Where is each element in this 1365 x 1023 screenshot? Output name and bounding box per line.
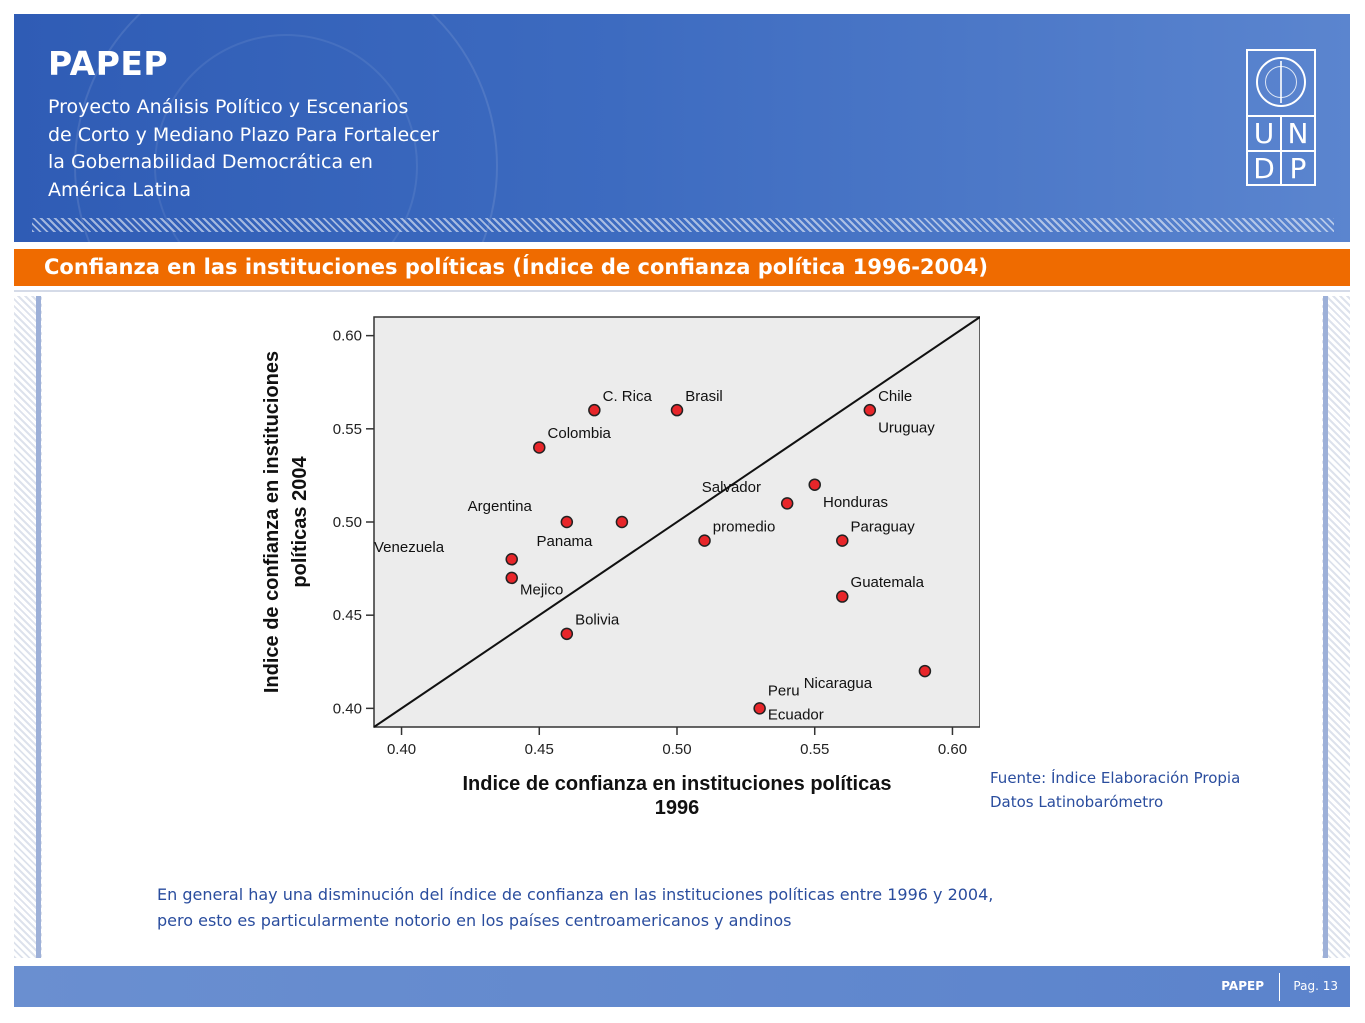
subtitle-line: América Latina — [48, 178, 192, 201]
header-banner: PAPEP Proyecto Análisis Político y Escen… — [14, 14, 1350, 242]
footer-bar: PAPEP Pag. 13 — [14, 966, 1350, 1007]
x-tick-label: 0.40 — [387, 741, 416, 758]
subtitle-line: de Corto y Mediano Plazo Para Fortalecer — [48, 123, 440, 146]
point-label: Nicaragua — [804, 675, 873, 692]
brand-title: PAPEP — [48, 44, 169, 83]
y-tick-label: 0.60 — [333, 328, 362, 345]
subtitle-line: la Gobernabilidad Democrática en — [48, 151, 373, 173]
logo-divider — [1248, 115, 1314, 117]
point-label: Honduras — [823, 494, 888, 511]
undp-logo: U N D P — [1246, 49, 1316, 186]
data-point — [836, 590, 849, 603]
logo-divider — [1280, 117, 1282, 184]
un-globe-icon — [1256, 57, 1306, 107]
data-point — [560, 515, 574, 529]
left-edge-bar — [36, 296, 41, 958]
page-number: Pag. 13 — [1293, 979, 1338, 993]
data-point — [753, 702, 766, 715]
slide-title: Confianza en las instituciones políticas… — [44, 255, 988, 279]
data-point — [505, 553, 518, 566]
source-line: Fuente: Índice Elaboración Propia — [990, 769, 1241, 787]
x-tick-label: 0.55 — [800, 741, 829, 758]
logo-letter: D — [1253, 152, 1275, 185]
point-label: Bolivia — [575, 612, 620, 629]
data-point — [615, 515, 629, 529]
point-label: Peru — [768, 682, 800, 699]
logo-letter: U — [1253, 117, 1275, 150]
project-subtitle: Proyecto Análisis Político y Escenarios … — [48, 94, 488, 204]
data-point — [505, 571, 518, 585]
point-label: Mejico — [520, 582, 563, 599]
data-point — [698, 534, 711, 547]
data-point — [670, 403, 684, 417]
point-label: C. Rica — [603, 388, 653, 405]
point-label: Argentina — [468, 498, 533, 515]
source-note: Fuente: Índice Elaboración Propia Datos … — [990, 766, 1240, 814]
conclusion-line: En general hay una disminución del índic… — [157, 885, 994, 904]
decorative-stripe — [32, 218, 1334, 232]
footer-divider — [1279, 973, 1280, 1001]
data-point — [863, 403, 877, 417]
logo-letter: N — [1287, 117, 1309, 150]
y-tick-label: 0.40 — [333, 700, 362, 717]
data-point — [836, 534, 849, 547]
point-label: Guatemala — [851, 574, 925, 591]
scatter-chart: 0.40 0.45 0.50 0.55 0.60 0.40 0.45 0.50 0.55 0.60… — [261, 316, 980, 819]
y-axis-title: políticas 2004 — [289, 456, 311, 588]
conclusion-text: En general hay una disminución del índic… — [157, 882, 1197, 934]
point-label: Salvador — [702, 479, 761, 496]
point-label: Uruguay — [878, 420, 935, 437]
conclusion-line: pero esto es particularmente notorio en … — [157, 911, 792, 930]
y-axis-title: Indice de confianza en instituciones — [261, 351, 283, 693]
x-axis-title: Indice de confianza en instituciones pol… — [463, 773, 892, 795]
data-point — [918, 664, 932, 678]
reference-line — [373, 316, 980, 728]
source-line: Datos Latinobarómetro — [990, 793, 1164, 811]
data-point — [808, 478, 821, 491]
point-label: Brasil — [685, 388, 723, 405]
y-tick-label: 0.50 — [333, 514, 362, 531]
point-label: Venezuela — [374, 539, 445, 556]
point-label: Colombia — [548, 425, 612, 442]
x-tick-label: 0.60 — [938, 741, 967, 758]
data-point — [560, 627, 574, 641]
x-axis-title: 1996 — [655, 797, 700, 819]
x-tick-label: 0.45 — [525, 741, 554, 758]
y-tick-label: 0.55 — [333, 421, 362, 438]
slide-title-bar: Confianza en las instituciones políticas… — [14, 249, 1350, 286]
y-tick-label: 0.45 — [333, 607, 362, 624]
right-edge-bar — [1323, 296, 1328, 958]
point-label: Paraguay — [851, 518, 916, 535]
subtitle-line: Proyecto Análisis Político y Escenarios — [48, 96, 409, 118]
data-point — [533, 441, 546, 454]
point-label: Panama — [537, 533, 594, 550]
footer-brand: PAPEP — [1221, 979, 1264, 993]
point-label: Ecuador — [768, 707, 824, 724]
data-point — [588, 403, 601, 417]
point-label: promedio — [713, 518, 776, 535]
x-tick-label: 0.50 — [662, 741, 691, 758]
data-point — [780, 497, 794, 510]
divider — [14, 290, 1350, 292]
logo-letter: P — [1289, 152, 1307, 185]
point-label: Chile — [878, 388, 912, 405]
